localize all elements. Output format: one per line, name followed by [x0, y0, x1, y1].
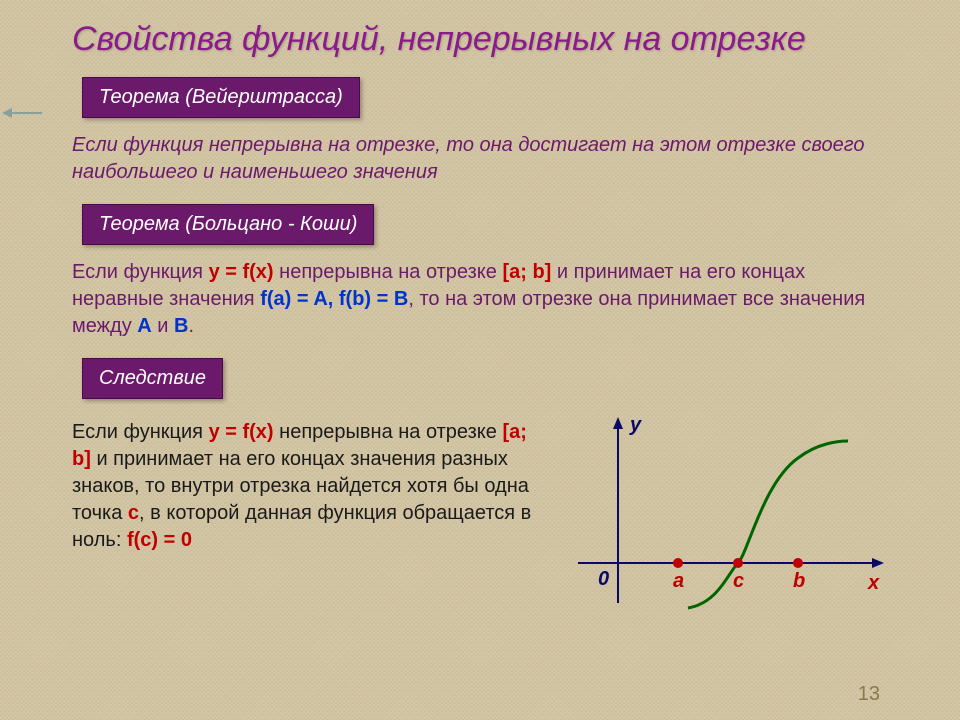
slide-container: Свойства функций, непрерывных на отрезке… [0, 0, 960, 720]
svg-text:b: b [793, 570, 805, 592]
text-segment: Если функция [72, 421, 209, 443]
svg-text:0: 0 [598, 568, 609, 590]
corollary-chart: y x 0 a c b [568, 413, 888, 613]
point-c: c [128, 502, 139, 524]
theorem-weierstrass-badge: Теорема (Вейерштрасса) [82, 77, 360, 118]
svg-text:c: c [733, 570, 744, 592]
formula-y-fx: y = f(x) [209, 421, 274, 443]
text-segment: и [152, 315, 174, 337]
formula-fa-fb: f(a) = A, f(b) = B [260, 288, 408, 310]
page-number: 13 [858, 683, 880, 706]
svg-text:a: a [673, 570, 684, 592]
text-segment: непрерывна на отрезке [274, 421, 503, 443]
text-segment: Если функция [72, 261, 209, 283]
text-segment: непрерывна на отрезке [274, 261, 503, 283]
text-segment: . [188, 315, 194, 337]
value-a: A [137, 315, 151, 337]
corollary-text: Если функция y = f(x) непрерывна на отре… [72, 419, 548, 554]
formula-fc-zero: f(c) = 0 [127, 529, 192, 551]
svg-text:y: y [629, 414, 642, 436]
value-b: B [174, 315, 188, 337]
formula-y-fx: y = f(x) [209, 261, 274, 283]
svg-text:x: x [867, 572, 880, 594]
slide-title: Свойства функций, непрерывных на отрезке [72, 20, 888, 59]
corollary-badge: Следствие [82, 358, 223, 399]
interval-ab: [a; b] [502, 261, 551, 283]
theorem-bolzano-cauchy-badge: Теорема (Больцано - Коши) [82, 204, 374, 245]
theorem-bolzano-cauchy-text: Если функция y = f(x) непрерывна на отре… [72, 259, 888, 340]
theorem-weierstrass-text: Если функция непрерывна на отрезке, то о… [72, 132, 888, 186]
